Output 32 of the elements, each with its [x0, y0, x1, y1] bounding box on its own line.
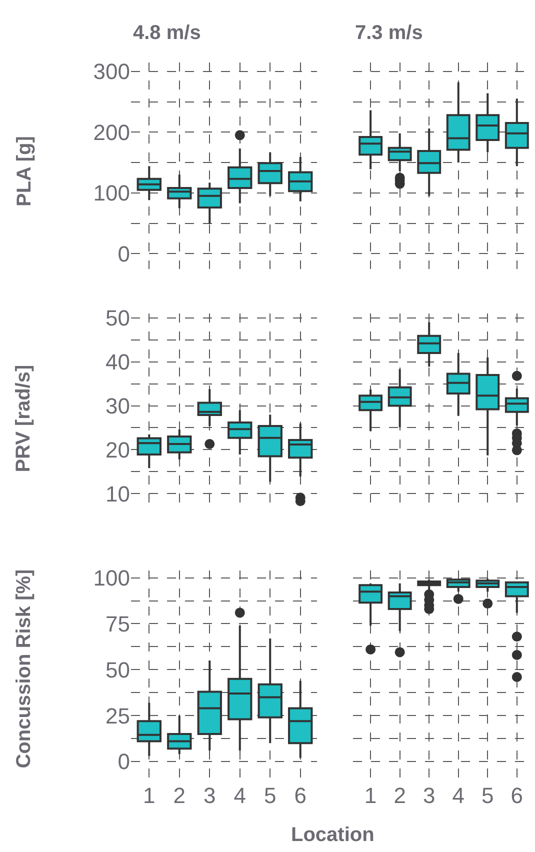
y-tick-label: 10	[106, 481, 130, 506]
chart-title: 7.3 m/s	[355, 22, 423, 44]
y-tick-label: 50	[106, 306, 130, 331]
x-tick-label: 5	[482, 782, 494, 808]
x-tick-label: 4	[452, 782, 464, 808]
x-tick-label: 5	[264, 782, 276, 808]
y-tick-label: 0	[118, 241, 130, 266]
y-tick-label: 50	[106, 657, 130, 682]
x-tick-label: 4	[234, 782, 246, 808]
y-tick-label: 100	[93, 566, 130, 591]
x-tick-label: 3	[422, 782, 436, 808]
x-tick-label: 2	[173, 782, 186, 808]
y-tick-label: 200	[93, 120, 130, 145]
y-tick-label: 40	[106, 350, 130, 375]
x-tick-label: 1	[143, 782, 156, 808]
y-tick-label: 25	[106, 703, 130, 728]
x-tick-label: 1	[364, 782, 377, 808]
y-tick-label: 0	[118, 749, 130, 774]
x-tick-label: 6	[510, 782, 524, 808]
y-axis-title: PLA [g]	[14, 136, 36, 206]
y-tick-label: 20	[106, 437, 130, 462]
y-tick-label: 75	[106, 611, 130, 636]
y-tick-label: 30	[106, 393, 130, 418]
x-tick-label: 3	[204, 782, 216, 808]
y-tick-label: 300	[93, 59, 130, 84]
y-tick-label: 100	[93, 180, 130, 206]
y-axis-title: PRV [rad/s]	[12, 364, 35, 472]
x-axis-title: Location	[291, 824, 374, 846]
x-tick-label: 2	[394, 782, 406, 808]
y-axis-title: Concussion Risk [%]	[12, 569, 35, 768]
x-tick-label: 6	[294, 782, 306, 808]
chart-title: 4.8 m/s	[133, 22, 201, 44]
